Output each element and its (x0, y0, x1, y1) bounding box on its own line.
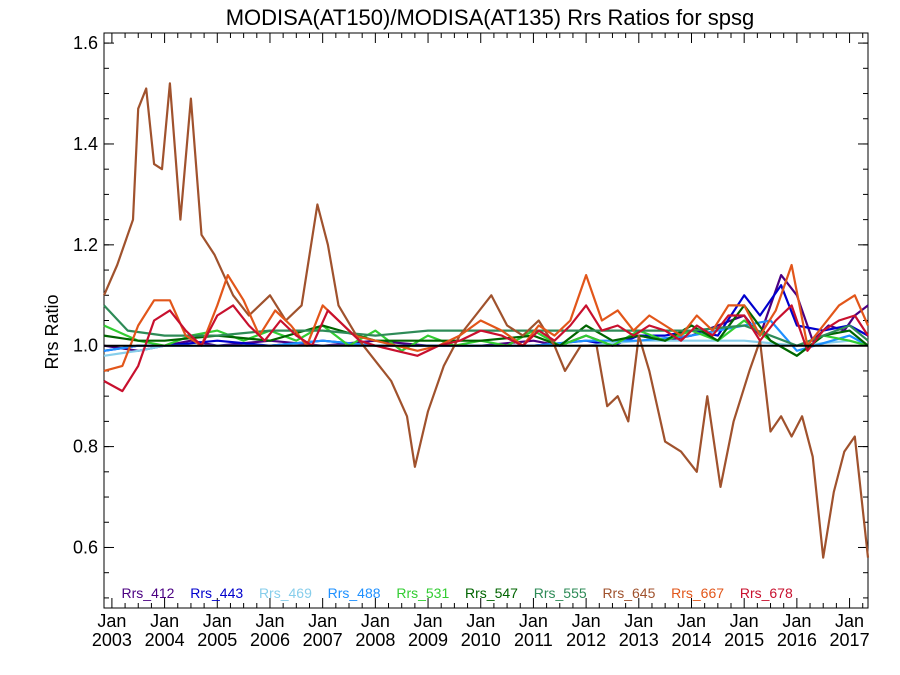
x-tick-label-month: Jan (519, 611, 548, 631)
x-tick-label-year: 2006 (250, 630, 290, 650)
x-tick-label-year: 2003 (92, 630, 132, 650)
x-tick-label-month: Jan (835, 611, 864, 631)
legend-item-rrs_555: Rrs_555 (534, 585, 587, 601)
legend-item-rrs_412: Rrs_412 (122, 585, 175, 601)
x-tick-label-month: Jan (782, 611, 811, 631)
x-tick-label-month: Jan (361, 611, 390, 631)
legend-item-rrs_531: Rrs_531 (396, 585, 449, 601)
y-tick-label: 0.6 (73, 537, 98, 557)
y-tick-label: 0.8 (73, 437, 98, 457)
y-tick-label: 1.4 (73, 134, 98, 154)
x-tick-label-month: Jan (730, 611, 759, 631)
x-tick-label-year: 2013 (619, 630, 659, 650)
x-tick-label-year: 2005 (197, 630, 237, 650)
x-tick-label-month: Jan (414, 611, 443, 631)
x-tick-label-month: Jan (255, 611, 284, 631)
series-line-rrs_667 (103, 263, 870, 372)
y-tick-label: 1.2 (73, 235, 98, 255)
x-tick-label-year: 2012 (566, 630, 606, 650)
legend-item-rrs_678: Rrs_678 (740, 585, 793, 601)
y-axis-label: Rrs Ratio (42, 294, 62, 369)
legend-item-rrs_469: Rrs_469 (259, 585, 312, 601)
x-tick-label-month: Jan (203, 611, 232, 631)
series-line-rrs_678 (103, 304, 869, 393)
x-tick-label-month: Jan (677, 611, 706, 631)
legend-item-rrs_547: Rrs_547 (465, 585, 518, 601)
plot-area: 0.60.81.01.21.41.6Jan2003Jan2004Jan2005J… (73, 32, 870, 650)
x-tick-label-year: 2007 (303, 630, 343, 650)
x-tick-label-year: 2017 (830, 630, 870, 650)
x-tick-label-year: 2009 (408, 630, 448, 650)
x-tick-label-month: Jan (466, 611, 495, 631)
legend-item-rrs_443: Rrs_443 (190, 585, 243, 601)
x-tick-label-month: Jan (150, 611, 179, 631)
x-tick-label-month: Jan (624, 611, 653, 631)
legend-item-rrs_667: Rrs_667 (671, 585, 724, 601)
y-tick-label: 1.0 (73, 336, 98, 356)
legend-item-rrs_645: Rrs_645 (602, 585, 655, 601)
x-tick-label-year: 2011 (514, 630, 553, 650)
plot-frame (103, 32, 869, 609)
y-tick-label: 1.6 (73, 33, 98, 53)
series-line-rrs_469 (103, 339, 869, 357)
legend-item-rrs_488: Rrs_488 (328, 585, 381, 601)
x-tick-label-month: Jan (308, 611, 337, 631)
x-tick-label-year: 2004 (145, 630, 185, 650)
x-tick-label-year: 2015 (724, 630, 764, 650)
x-tick-label-month: Jan (572, 611, 601, 631)
series-line-rrs_645 (102, 82, 870, 559)
x-tick-label-year: 2014 (671, 630, 711, 650)
x-tick-label-year: 2008 (355, 630, 395, 650)
x-tick-label-year: 2010 (461, 630, 501, 650)
x-tick-label-year: 2016 (777, 630, 817, 650)
chart-title: MODISA(AT150)/MODISA(AT135) Rrs Ratios f… (226, 5, 755, 30)
x-tick-label-month: Jan (97, 611, 126, 631)
